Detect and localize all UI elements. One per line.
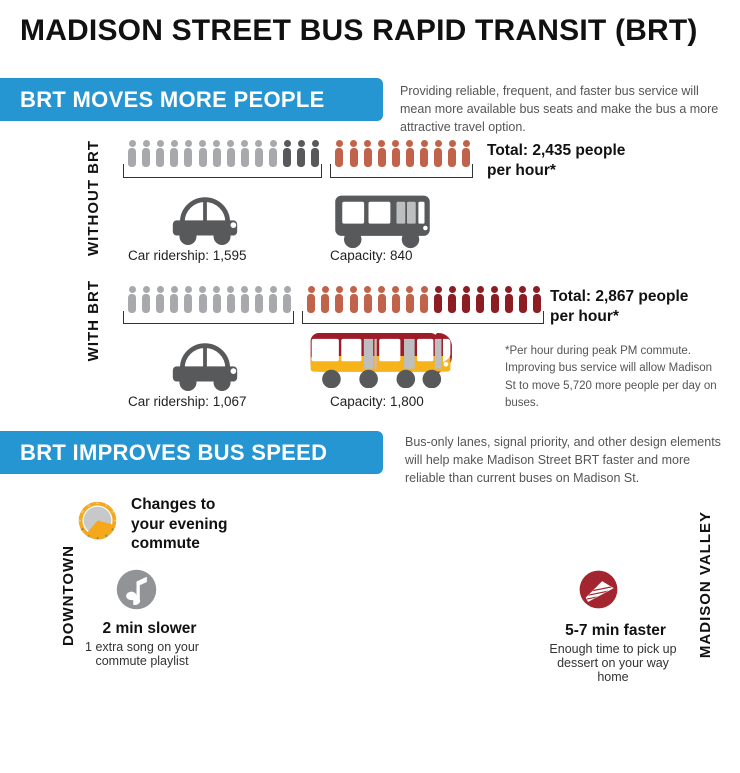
svg-text:12: 12 bbox=[96, 501, 100, 505]
svg-text:6: 6 bbox=[96, 536, 98, 540]
svg-text:3: 3 bbox=[113, 520, 117, 522]
svg-text:9: 9 bbox=[78, 519, 82, 521]
